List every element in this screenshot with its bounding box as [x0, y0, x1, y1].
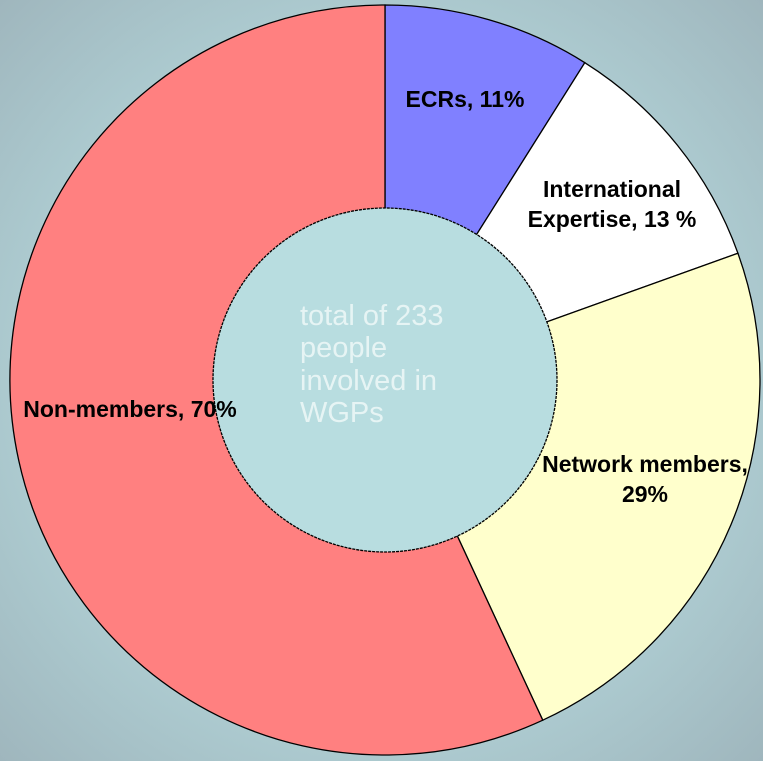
donut-hole [212, 207, 558, 553]
data-label: International Expertise, 13 % [527, 176, 697, 232]
data-label: Network members, 29% [542, 451, 748, 507]
data-label: ECRs, 11% [405, 86, 525, 113]
data-label: Non-members, 70% [23, 396, 237, 423]
center-annotation: total of 233 people involved in WGPs [300, 300, 444, 430]
